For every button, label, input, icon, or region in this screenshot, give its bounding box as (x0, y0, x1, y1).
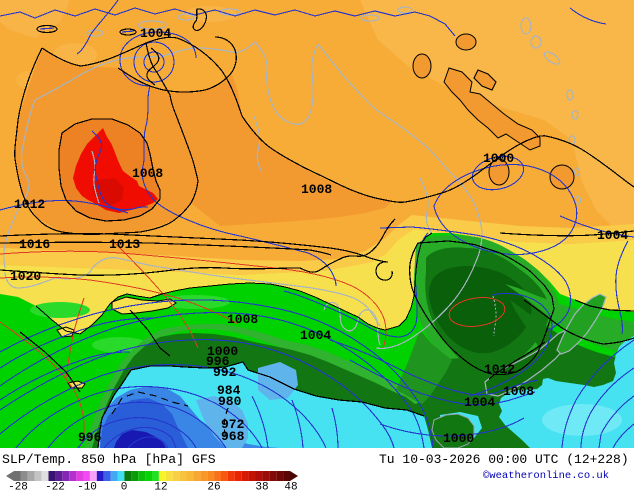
svg-text:972: 972 (221, 417, 245, 432)
svg-text:992: 992 (213, 365, 237, 380)
svg-text:26: 26 (207, 482, 220, 490)
svg-text:48: 48 (284, 482, 297, 490)
svg-text:1008: 1008 (227, 312, 258, 327)
svg-text:1012: 1012 (14, 197, 45, 212)
svg-text:1008: 1008 (301, 182, 332, 197)
svg-text:1004: 1004 (140, 26, 171, 41)
svg-text:1000: 1000 (483, 151, 514, 166)
svg-text:1004: 1004 (597, 228, 628, 243)
svg-text:1016: 1016 (19, 237, 50, 252)
svg-text:1020: 1020 (10, 269, 41, 284)
svg-text:12: 12 (154, 482, 167, 490)
svg-text:996: 996 (206, 354, 230, 369)
svg-text:1004: 1004 (300, 328, 331, 343)
svg-text:984: 984 (217, 383, 241, 398)
svg-text:1000: 1000 (207, 344, 238, 359)
svg-text:-28: -28 (8, 482, 28, 490)
svg-text:1012: 1012 (484, 362, 515, 377)
svg-text:968: 968 (221, 429, 245, 444)
svg-text:1008: 1008 (132, 166, 163, 181)
svg-text:1004: 1004 (464, 395, 495, 410)
svg-text:980: 980 (218, 394, 242, 409)
svg-text:996: 996 (78, 430, 102, 445)
svg-text:38: 38 (255, 482, 268, 490)
svg-text:1000: 1000 (443, 431, 474, 446)
svg-text:1013: 1013 (109, 237, 140, 252)
svg-text:1008: 1008 (503, 384, 534, 399)
svg-text:-22: -22 (45, 482, 65, 490)
svg-text:0: 0 (121, 482, 128, 490)
svg-text:-10: -10 (77, 482, 97, 490)
